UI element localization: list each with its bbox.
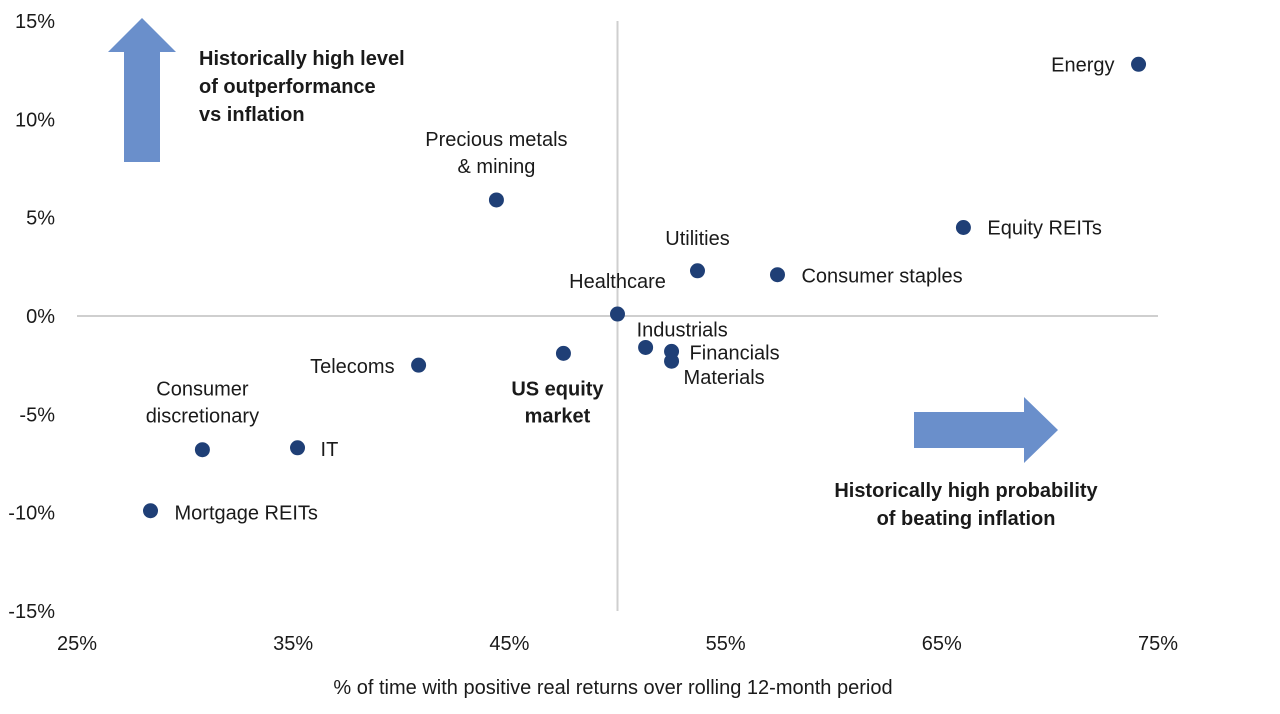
point-marker (1131, 56, 1147, 72)
point-marker (638, 339, 654, 355)
annotation-outperformance: Historically high level (199, 48, 405, 70)
point-label: Industrials (637, 319, 728, 341)
annotation-outperformance: of outperformance (199, 76, 376, 98)
point-marker (955, 220, 971, 235)
point-label: Mortgage REITs (175, 503, 318, 525)
annotation-outperformance: vs inflation (199, 104, 305, 126)
data-point: Equity REITs (955, 218, 1102, 240)
point-label: & mining (458, 156, 536, 178)
point-label: Energy (1051, 54, 1114, 76)
point-marker (290, 440, 306, 456)
data-point: Consumer discretionary (146, 379, 259, 458)
data-point: Materials (664, 353, 765, 389)
point-marker (664, 353, 680, 369)
x-axis-label: % of time with positive real returns ove… (333, 677, 892, 699)
y-tick-label: 15% (15, 11, 55, 33)
data-point: US equity market (511, 345, 604, 427)
y-tick-label: -5% (19, 404, 55, 426)
right-arrow-icon (914, 397, 1058, 463)
x-tick-label: 45% (489, 633, 529, 655)
point-label: Healthcare (569, 271, 666, 293)
data-point: Consumer staples (769, 266, 963, 288)
data-point: Healthcare (569, 271, 666, 322)
x-tick-label: 55% (706, 633, 746, 655)
data-point: Financials (664, 342, 780, 364)
point-marker (555, 345, 571, 361)
y-tick-label: 0% (26, 306, 55, 328)
point-marker (194, 442, 210, 458)
point-label: Utilities (665, 228, 729, 250)
point-marker (610, 306, 625, 322)
point-label: IT (321, 439, 339, 461)
data-point: Precious metals & mining (425, 129, 568, 208)
y-tick-label: -15% (8, 601, 55, 623)
x-tick-label: 25% (57, 633, 97, 655)
point-marker (769, 267, 785, 283)
y-tick-label: -10% (8, 503, 55, 525)
annotation-beating-inflation: Historically high probability (834, 480, 1098, 502)
x-tick-label: 65% (922, 633, 962, 655)
y-tick-label: 5% (26, 208, 55, 230)
data-point: Utilities (665, 228, 730, 279)
point-label: Consumer staples (801, 266, 962, 288)
data-point: IT (290, 439, 338, 461)
data-point: Mortgage REITs (143, 503, 318, 525)
point-label: discretionary (146, 406, 259, 428)
point-label: market (525, 405, 591, 427)
y-tick-label: 10% (15, 109, 55, 131)
point-marker (689, 263, 705, 279)
data-point: Industrials (637, 319, 728, 355)
data-point: Telecoms (310, 356, 427, 378)
x-tick-label: 35% (273, 633, 313, 655)
data-point: Energy (1051, 54, 1147, 76)
point-label: US equity (511, 378, 604, 400)
annotation-beating-inflation: of beating inflation (877, 508, 1056, 530)
point-label: Equity REITs (987, 218, 1101, 240)
point-marker (488, 192, 504, 208)
point-label: Precious metals (425, 129, 567, 151)
point-label: Telecoms (310, 356, 394, 378)
point-label: Consumer (156, 379, 249, 401)
point-label: Materials (684, 367, 765, 389)
x-tick-label: 75% (1138, 633, 1178, 655)
point-label: Financials (690, 342, 780, 364)
point-marker (411, 357, 427, 373)
point-marker (143, 503, 159, 519)
up-arrow-icon (108, 18, 176, 162)
